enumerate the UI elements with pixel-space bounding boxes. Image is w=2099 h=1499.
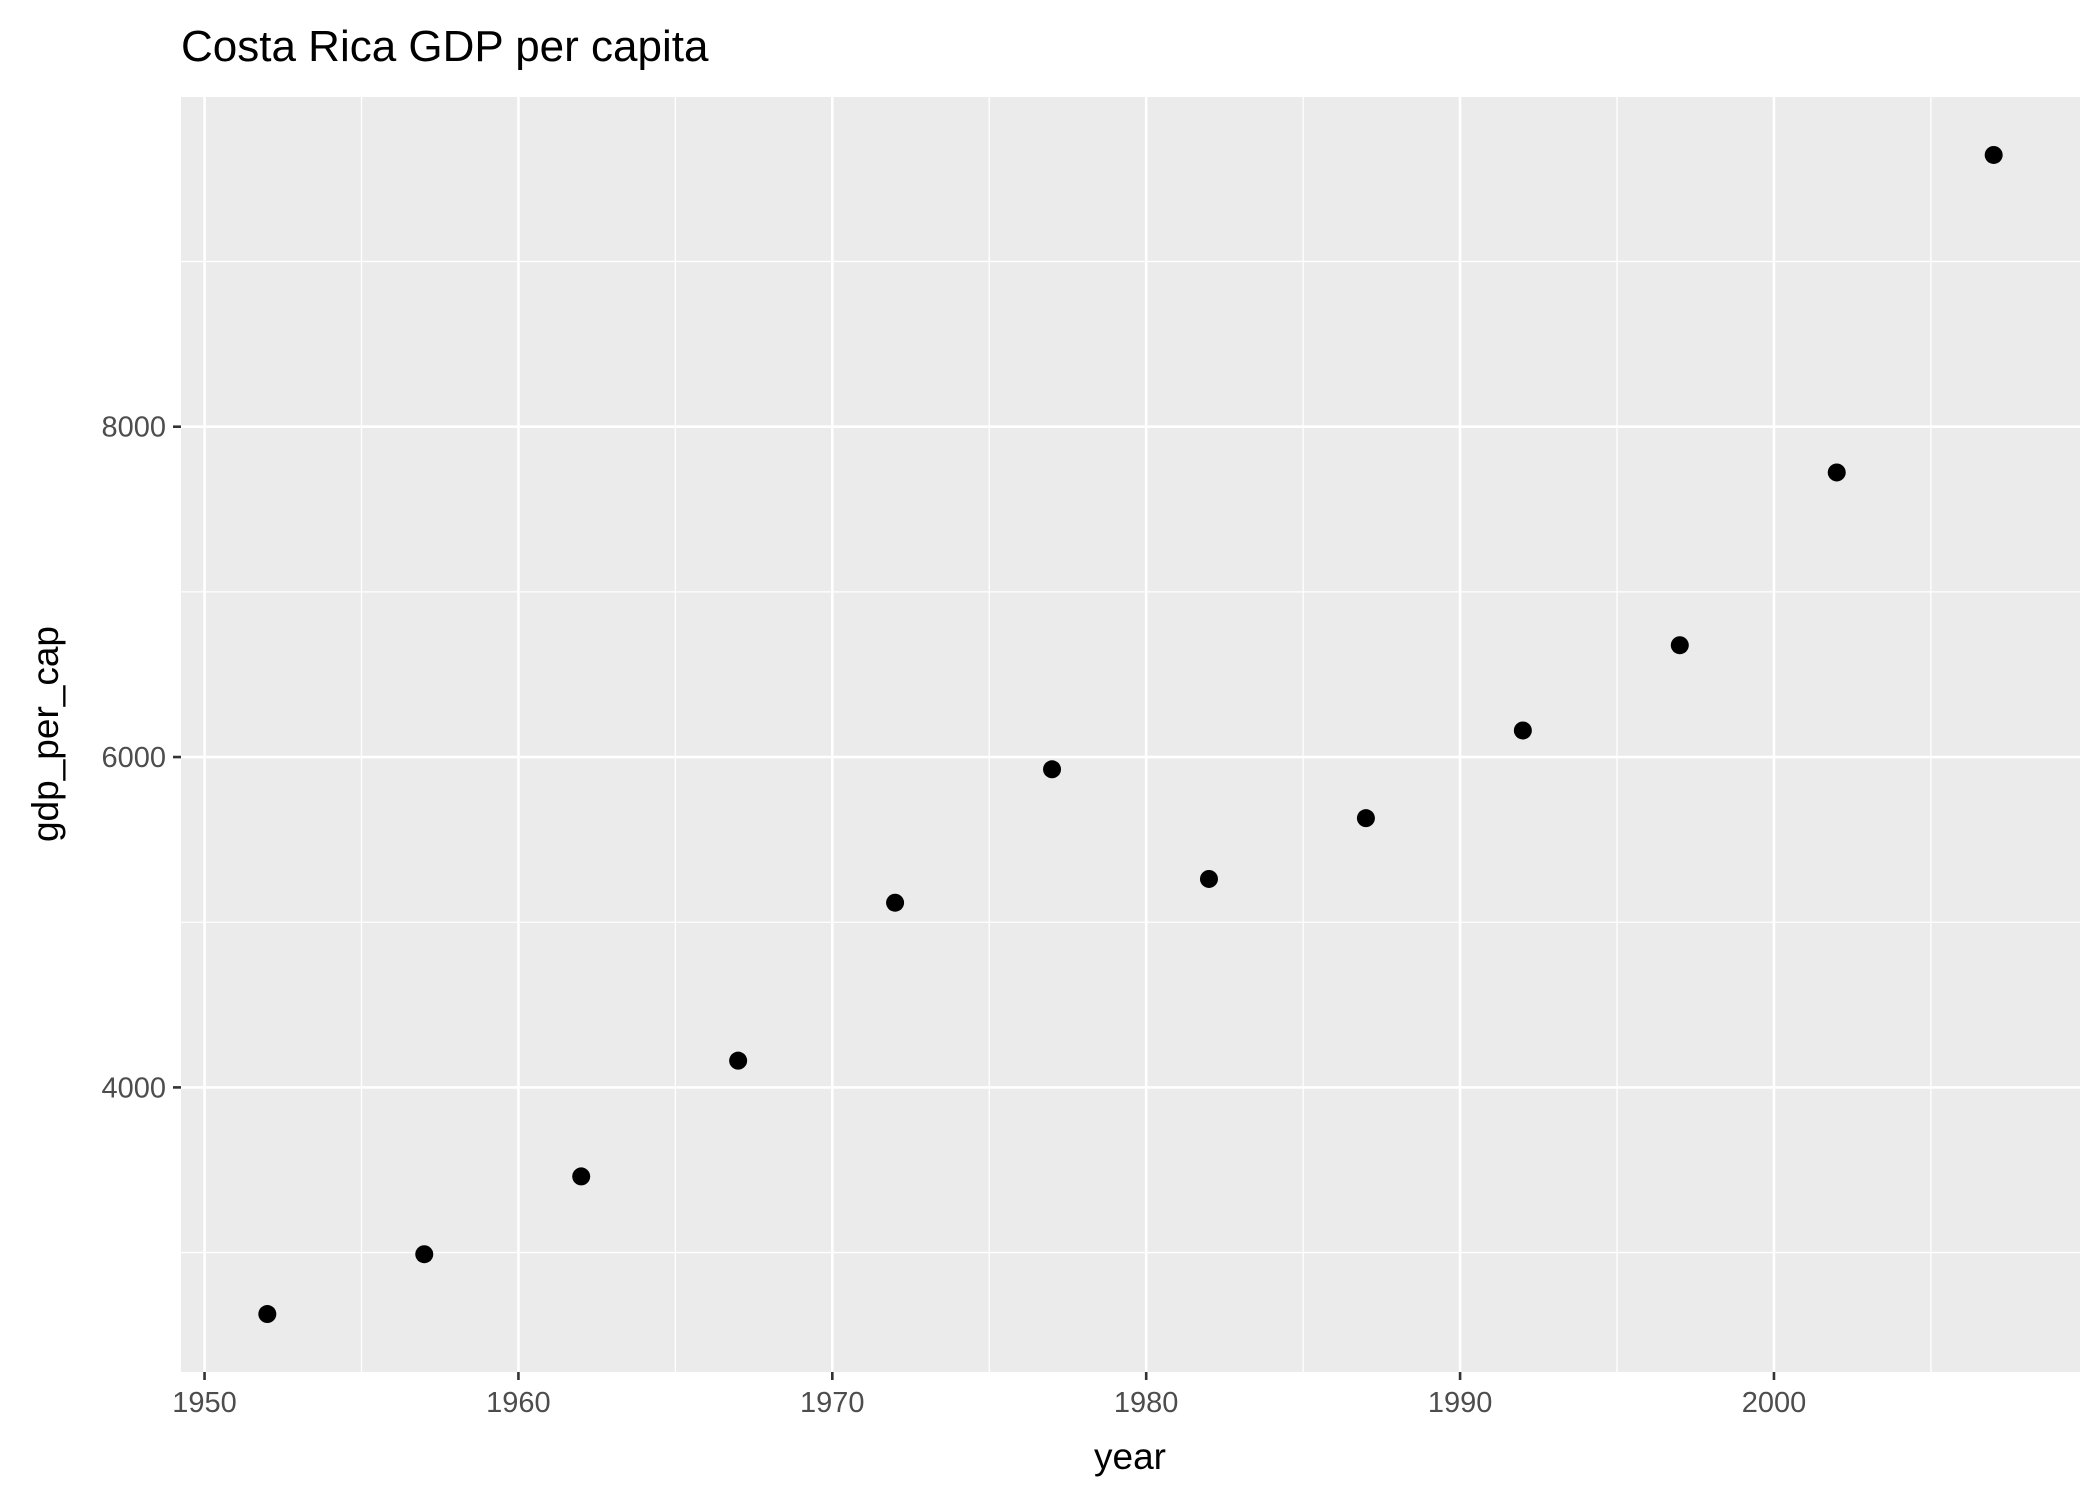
data-points <box>258 145 2003 1324</box>
x-tick-label: 1970 <box>800 1387 865 1419</box>
y-axis-title: gdp_per_cap <box>25 626 66 842</box>
data-point <box>1513 721 1532 740</box>
x-tick-label: 1950 <box>172 1387 237 1419</box>
data-point <box>572 1167 591 1186</box>
data-point <box>886 893 905 912</box>
major-gridlines <box>181 97 2080 1372</box>
y-tick-label: 8000 <box>101 412 166 444</box>
data-point <box>1827 463 1846 482</box>
minor-gridlines <box>181 97 2080 1372</box>
y-axis: 4000 6000 8000 <box>101 412 181 1104</box>
data-point <box>1984 145 2003 164</box>
data-point <box>415 1245 434 1264</box>
plot-panel <box>181 97 2080 1372</box>
x-tick-label: 1980 <box>1114 1387 1179 1419</box>
data-point <box>1670 636 1689 655</box>
y-tick-label: 6000 <box>101 742 166 774</box>
x-axis: 1950 1960 1970 1980 1990 2000 <box>172 1372 1806 1419</box>
x-tick-label: 2000 <box>1742 1387 1807 1419</box>
x-tick-label: 1960 <box>486 1387 551 1419</box>
x-axis-title: year <box>1094 1436 1166 1477</box>
chart-title: Costa Rica GDP per capita <box>181 22 709 71</box>
data-point <box>1043 760 1062 779</box>
data-point <box>258 1305 277 1324</box>
x-tick-label: 1990 <box>1428 1387 1493 1419</box>
data-point <box>1199 869 1218 888</box>
data-point <box>729 1051 748 1070</box>
data-point <box>1356 809 1375 828</box>
y-tick-label: 4000 <box>101 1072 166 1104</box>
